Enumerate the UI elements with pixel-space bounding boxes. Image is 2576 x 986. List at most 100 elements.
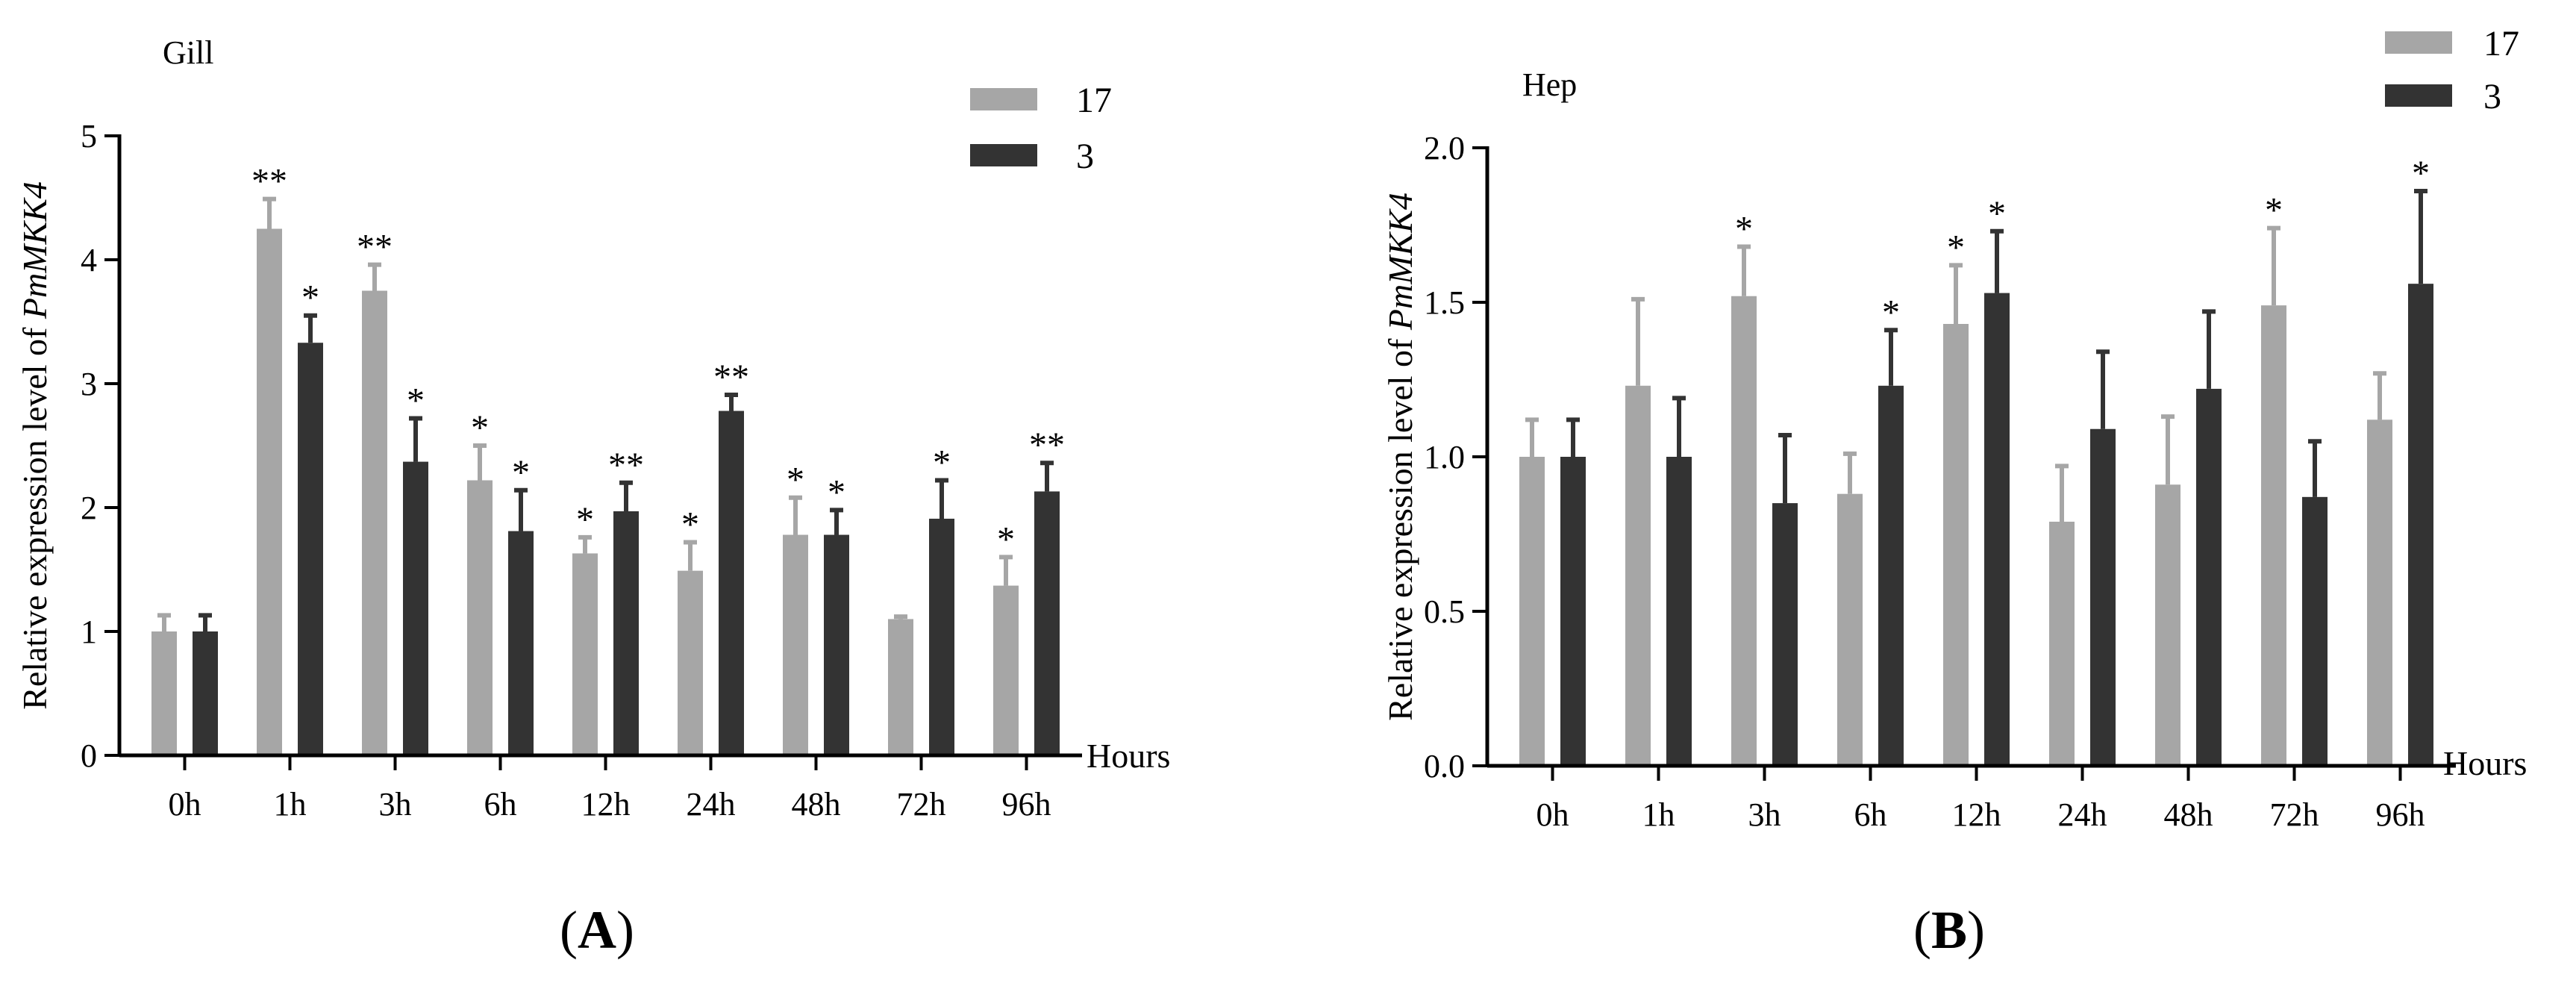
- y-tick-label: 0: [81, 737, 97, 774]
- legend-swatch-17: [2385, 31, 2452, 54]
- bar-17-3h: [362, 290, 387, 755]
- significance-3-1h: *: [301, 278, 319, 318]
- panel-label: (A): [560, 900, 634, 960]
- x-tick-label-3h: 3h: [379, 786, 412, 823]
- x-tick-label-48h: 48h: [792, 786, 841, 823]
- legend-label-3: 3: [1076, 137, 1094, 176]
- y-tick-label: 2: [81, 490, 97, 526]
- significance-17-1h: **: [251, 162, 287, 202]
- panel-title: Gill: [163, 34, 213, 71]
- significance-3-96h: **: [1029, 425, 1065, 465]
- y-tick-label: 1.5: [1424, 284, 1465, 321]
- significance-17-3h: *: [1735, 209, 1753, 249]
- significance-3-24h: **: [713, 358, 749, 397]
- bar-3-6h: [1878, 385, 1904, 766]
- x-tick-label-0h: 0h: [1536, 796, 1569, 833]
- x-tick-label-24h: 24h: [687, 786, 736, 823]
- x-tick-label-24h: 24h: [2058, 796, 2107, 833]
- y-tick-label: 3: [81, 366, 97, 402]
- y-axis-title: Relative expression level of PmMKK4: [16, 181, 54, 710]
- legend-label-17: 17: [2483, 24, 2519, 63]
- bar-3-3h: [403, 461, 428, 755]
- x-tick-label-96h: 96h: [1002, 786, 1051, 823]
- bar-17-48h: [783, 534, 808, 755]
- bar-3-1h: [1666, 457, 1692, 766]
- bar-17-96h: [2367, 419, 2392, 766]
- panel-label-close: ): [1967, 900, 1985, 960]
- panel-label-open: (: [1913, 900, 1931, 960]
- significance-17-48h: *: [787, 461, 804, 500]
- significance-17-72h: *: [2265, 191, 2283, 231]
- bar-3-1h: [298, 343, 323, 756]
- bar-3-6h: [508, 531, 534, 755]
- significance-17-3h: **: [357, 228, 393, 267]
- significance-3-96h: *: [2412, 154, 2430, 193]
- bar-17-12h: [1943, 323, 1969, 767]
- significance-3-12h: **: [608, 446, 644, 485]
- panel-label-letter: A: [578, 900, 616, 960]
- x-tick-label-96h: 96h: [2376, 796, 2425, 833]
- bar-17-12h: [572, 553, 598, 755]
- bar-3-3h: [1772, 503, 1798, 766]
- y-tick-label: 4: [81, 242, 97, 278]
- panel-title: Hep: [1522, 66, 1577, 103]
- x-tick-label-12h: 12h: [581, 786, 631, 823]
- significance-17-6h: *: [471, 408, 489, 448]
- x-tick-label-72h: 72h: [897, 786, 946, 823]
- legend-label-3: 3: [2483, 77, 2501, 116]
- significance-3-72h: *: [933, 443, 951, 482]
- y-axis-title-gene: PmMKK4: [16, 181, 54, 319]
- bar-17-72h: [2261, 305, 2286, 766]
- legend-swatch-3: [2385, 84, 2452, 107]
- bar-17-1h: [1625, 385, 1651, 766]
- significance-3-3h: *: [407, 381, 425, 420]
- y-tick-label: 1.0: [1424, 439, 1465, 475]
- bar-3-24h: [719, 411, 744, 755]
- panel-b-hep: * * * * * * 0.0 0.5 1.0 1.5 2.0 0h 1h 3h 6h 12h 24h 48h 72…: [1381, 24, 2527, 960]
- panel-label-open: (: [560, 900, 578, 960]
- x-axis-title: Hours: [1087, 737, 1170, 775]
- bar-3-0h: [193, 631, 218, 755]
- x-tick-label-72h: 72h: [2270, 796, 2319, 833]
- significance-3-6h: *: [512, 453, 530, 493]
- x-tick-label-3h: 3h: [1748, 796, 1781, 833]
- y-axis-title-text: Relative expression level of: [1381, 330, 1419, 721]
- significance-17-12h: *: [576, 500, 594, 540]
- significance-3-6h: *: [1882, 293, 1900, 332]
- bar-3-12h: [613, 511, 639, 755]
- bar-17-72h: [888, 619, 913, 755]
- x-tick-label-48h: 48h: [2164, 796, 2213, 833]
- x-tick-label-1h: 1h: [1642, 796, 1675, 833]
- bar-3-0h: [1560, 457, 1586, 766]
- legend-swatch-17: [970, 88, 1037, 110]
- bar-3-96h: [1034, 491, 1060, 755]
- bar-3-72h: [929, 518, 954, 755]
- x-tick-label-6h: 6h: [484, 786, 517, 823]
- legend-swatch-3: [970, 144, 1037, 166]
- panel-label-close: ): [616, 900, 634, 960]
- bar-17-24h: [678, 570, 703, 755]
- significance-17-24h: *: [681, 505, 699, 544]
- x-tick-label-12h: 12h: [1952, 796, 2001, 833]
- y-tick-label: 0.0: [1424, 748, 1465, 784]
- y-axis-title-text: Relative expression level of: [16, 319, 54, 710]
- bar-3-48h: [2196, 388, 2222, 766]
- bar-3-12h: [1984, 293, 2010, 767]
- significance-3-12h: *: [1988, 194, 2006, 234]
- panel-label-letter: B: [1931, 900, 1967, 960]
- bar-17-3h: [1731, 296, 1757, 767]
- y-tick-label: 0.5: [1424, 593, 1465, 630]
- y-tick-label: 1: [81, 614, 97, 650]
- bar-17-0h: [151, 631, 177, 755]
- significance-17-96h: *: [997, 519, 1015, 559]
- bar-3-48h: [824, 534, 849, 755]
- x-axis-title: Hours: [2443, 744, 2527, 782]
- y-tick-label: 2.0: [1424, 130, 1465, 166]
- bar-17-0h: [1519, 457, 1545, 766]
- panel-label: (B): [1913, 900, 1985, 960]
- bar-17-6h: [1837, 493, 1863, 766]
- y-axis-title-gene: PmMKK4: [1381, 193, 1419, 331]
- bar-17-24h: [2049, 521, 2075, 766]
